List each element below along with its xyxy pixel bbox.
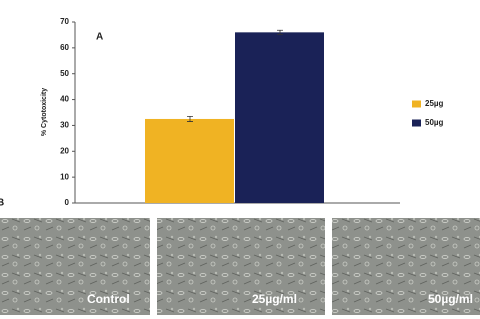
y-tick-label: 20	[60, 146, 69, 155]
micrograph	[332, 218, 480, 315]
legend-label: 25µg	[425, 99, 444, 108]
micrograph	[0, 218, 150, 315]
error-bar	[187, 115, 193, 122]
legend-label: 50µg	[425, 118, 444, 127]
image-caption: 25µg/ml	[252, 292, 297, 306]
y-tick-label: 10	[60, 172, 69, 181]
legend-swatch	[412, 100, 421, 108]
image-caption: Control	[87, 292, 130, 306]
panel-label: B	[0, 198, 4, 209]
micrograph	[157, 218, 325, 315]
y-axis-label: % Cytotoxicity	[41, 88, 48, 136]
panel-label: A	[96, 32, 103, 43]
image-caption: 50µg/ml	[428, 292, 473, 306]
error-bar	[277, 29, 283, 35]
legend-swatch	[412, 119, 421, 127]
bar	[145, 118, 234, 203]
micrographs: Control 25µg/ml 50µg/ml B	[0, 198, 480, 315]
bar	[235, 32, 324, 203]
y-tick-label: 70	[60, 17, 69, 26]
y-tick-label: 0	[65, 198, 70, 207]
y-tick-label: 50	[60, 69, 69, 78]
y-tick-label: 30	[60, 121, 69, 130]
y-tick-label: 40	[60, 95, 69, 104]
y-tick-label: 60	[60, 43, 69, 52]
